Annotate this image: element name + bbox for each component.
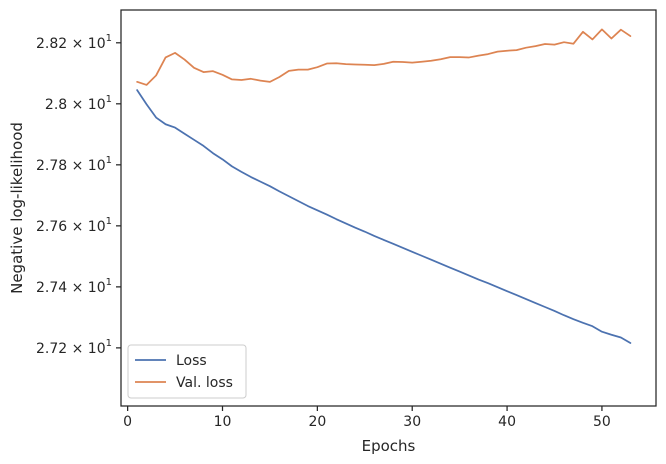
legend: Loss Val. loss [127, 344, 247, 399]
x-axis-ticks: 0 10 20 30 40 50 [123, 406, 611, 430]
legend-frame [127, 344, 247, 399]
series-layer [136, 28, 632, 344]
y-tick-label: 2.72 × 101 [36, 338, 112, 357]
x-tick-label: 50 [593, 414, 611, 430]
series-line-loss [136, 89, 632, 344]
series-line-val-loss [136, 28, 632, 86]
x-tick-label: 30 [403, 414, 421, 430]
x-axis-label: Epochs [362, 437, 416, 455]
y-axis-label: Negative log-likelihood [8, 122, 26, 294]
y-tick-label: 2.74 × 101 [36, 277, 112, 296]
x-tick-label: 0 [123, 414, 132, 430]
legend-label-val-loss: Val. loss [176, 375, 233, 391]
y-tick-label: 2.82 × 101 [36, 33, 112, 52]
x-tick-label: 20 [308, 414, 326, 430]
x-tick-label: 40 [498, 414, 516, 430]
axes-frame [120, 9, 657, 407]
y-tick-label: 2.78 × 101 [36, 155, 112, 174]
x-tick-label: 10 [214, 414, 232, 430]
legend-label-loss: Loss [176, 353, 207, 369]
y-tick-label: 2.76 × 101 [36, 216, 112, 235]
y-axis-ticks: 2.72 × 101 2.74 × 101 2.76 × 101 2.78 × 101… [36, 33, 121, 357]
y-tick-label: 2.8 × 101 [45, 94, 112, 113]
